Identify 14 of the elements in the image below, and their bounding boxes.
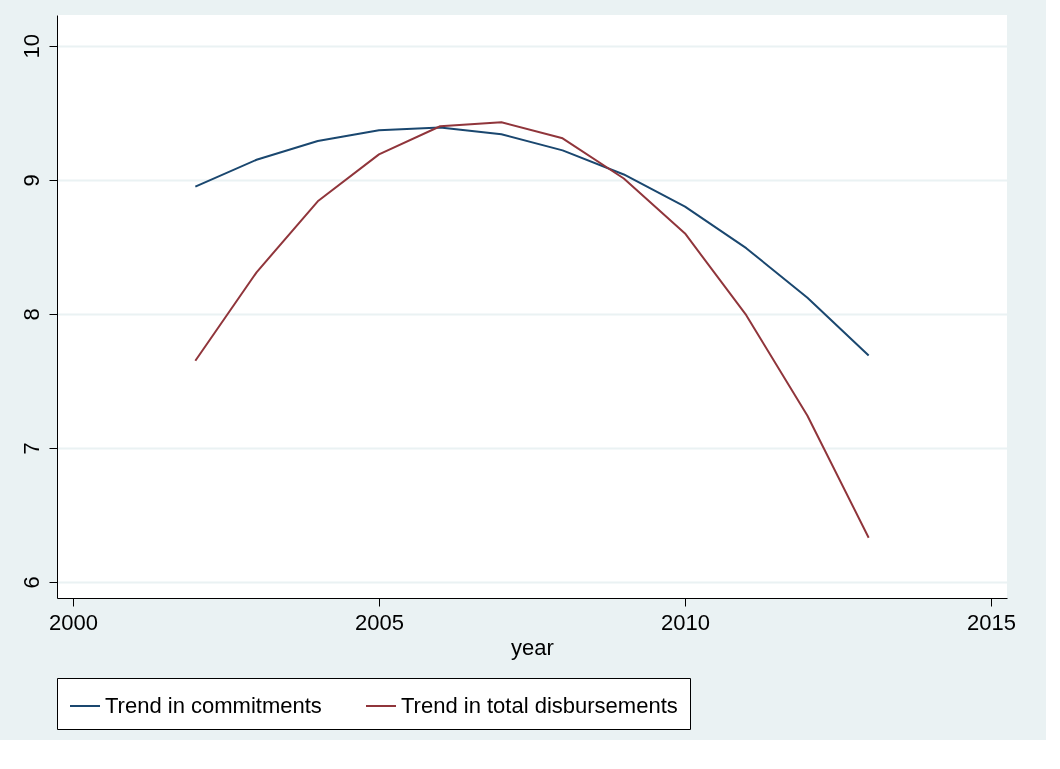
y-tick-label: 10 [18,34,44,59]
y-tick-label: 7 [18,442,44,455]
x-axis-title: year [511,634,554,660]
x-tick-label: 2010 [661,609,710,635]
line-series [194,121,870,539]
line-series [194,126,870,357]
y-tick-label: 9 [18,174,44,187]
y-tick-label: 6 [18,576,44,589]
legend-label: Trend in commitments [105,693,322,718]
x-tick-label: 2005 [355,609,404,635]
y-tick-label: 8 [18,308,44,321]
legend-label: Trend in total disbursements [401,693,678,718]
x-tick-label: 2015 [967,609,1017,635]
x-tick-label: 2000 [48,609,98,635]
